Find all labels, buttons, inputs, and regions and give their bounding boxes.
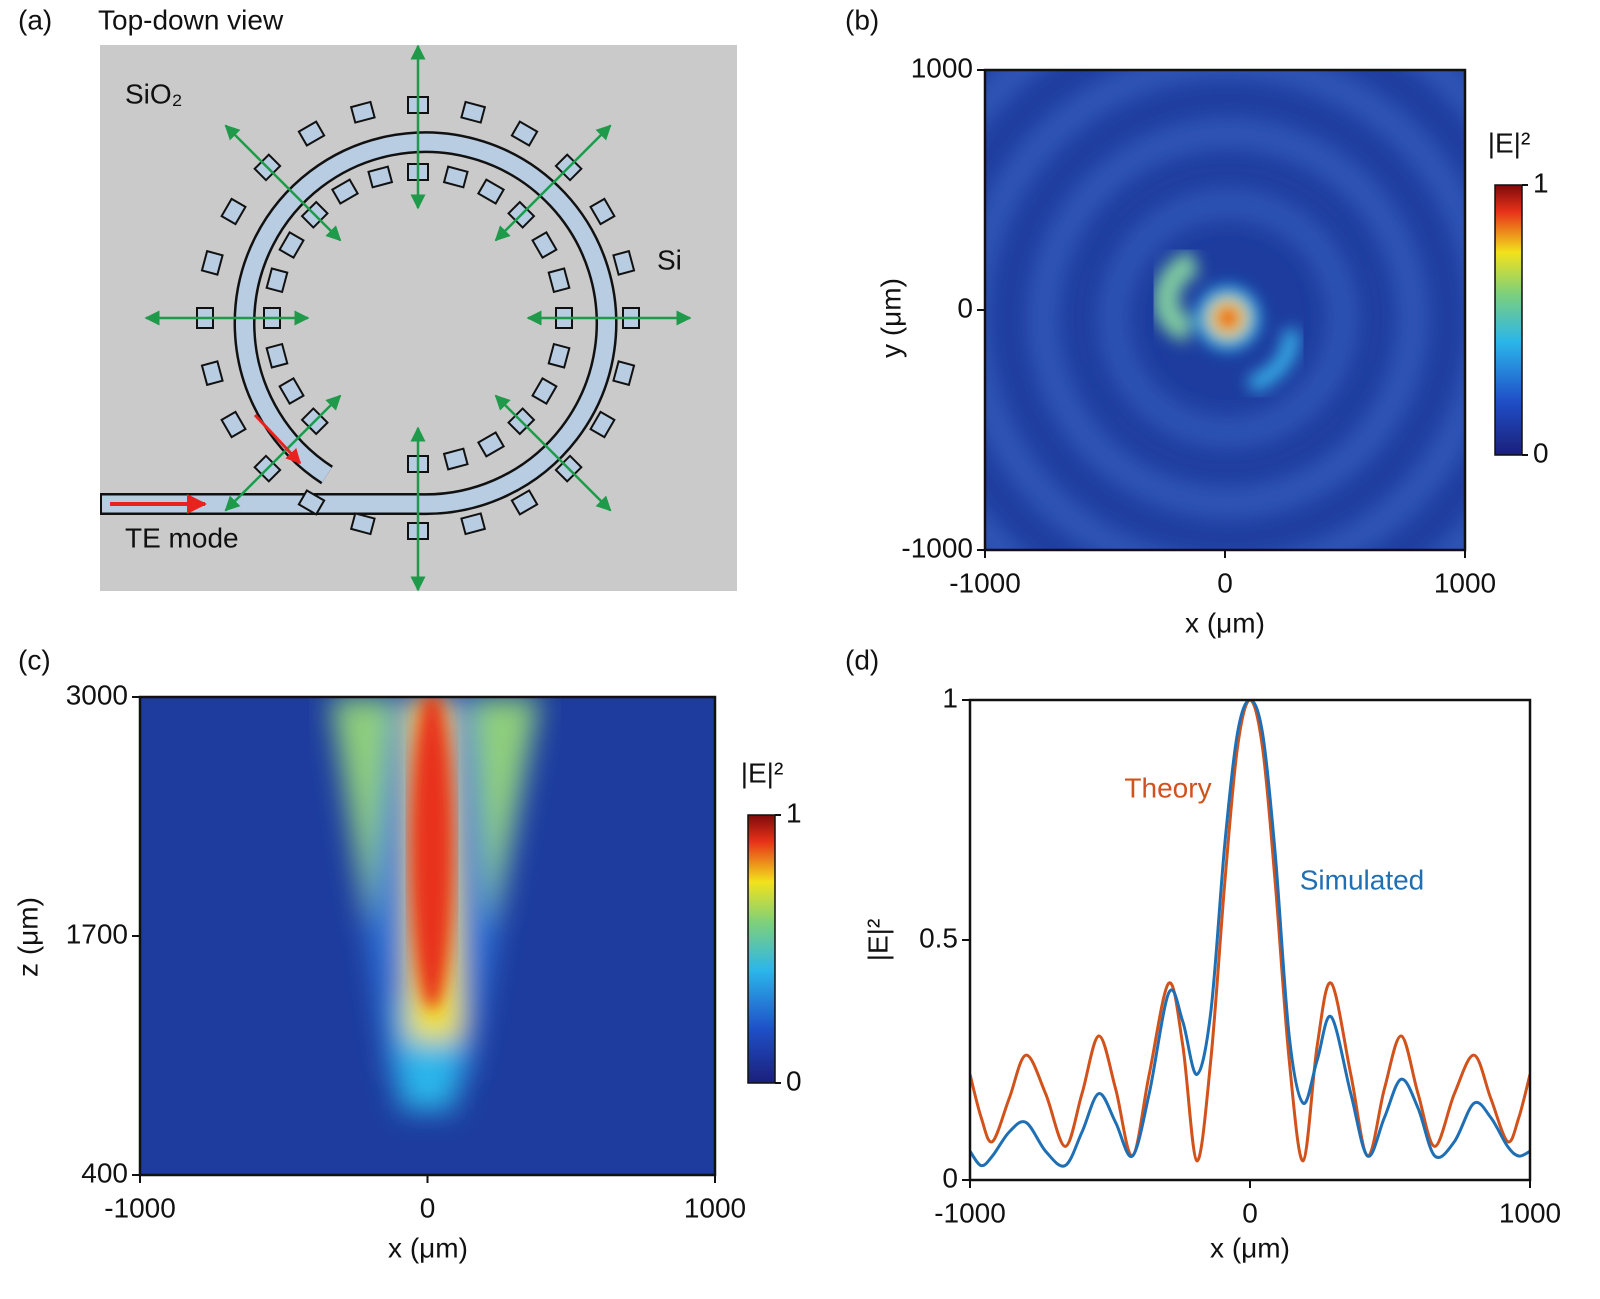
colorbar-label: |E|²: [1488, 127, 1531, 158]
si-pillar: [200, 360, 224, 387]
si-pillar: [547, 342, 571, 369]
emission-arrows: [144, 44, 692, 592]
y-tick-label: 0: [942, 1162, 958, 1193]
heatmap-image: [985, 70, 1465, 550]
y-tick-label: 1700: [66, 918, 128, 949]
colorbar-tick-label: 1: [786, 797, 802, 828]
si-pillar: [349, 100, 376, 124]
si-pillar: [367, 165, 394, 189]
y-tick-label: 400: [81, 1157, 128, 1188]
x-tick-label: 1000: [1499, 1197, 1561, 1228]
x-tick-label: 0: [1242, 1197, 1258, 1228]
cladding-label: SiO₂: [125, 78, 183, 109]
plot-frame: [968, 698, 1532, 1182]
colorbar-label: |E|²: [741, 757, 784, 788]
emission-arrow: [224, 124, 342, 242]
x-tick-label: -1000: [949, 567, 1021, 598]
colorbar: [747, 814, 776, 1084]
panel-label: (d): [845, 644, 879, 675]
x-tick-label: 1000: [684, 1192, 746, 1223]
y-axis-label: z (μm): [12, 897, 43, 977]
si-pillar: [442, 165, 469, 189]
si-pillar: [612, 360, 636, 387]
pillar-label: Si: [657, 244, 682, 275]
si-pillar: [547, 267, 571, 294]
emission-arrow: [494, 124, 612, 242]
colorbar-tick-label: 1: [1533, 167, 1549, 198]
si-pillar: [460, 512, 487, 536]
colorbar-tick-label: 0: [1533, 437, 1549, 468]
y-tick-label: 1000: [911, 52, 973, 83]
y-axis-label: |E|²: [862, 919, 893, 962]
x-tick-label: 0: [420, 1192, 436, 1223]
y-tick-label: -1000: [901, 532, 973, 563]
panel-a: (a) Top-down view SiO₂ Si TE mode: [18, 4, 737, 592]
panel-title: Top-down view: [98, 4, 284, 35]
panel-label: (c): [18, 644, 51, 675]
si-pillar: [349, 512, 376, 536]
y-tick-label: 0.5: [919, 922, 958, 953]
emission-arrow: [224, 394, 342, 512]
si-pillar: [200, 249, 224, 276]
legend-label: Theory: [1124, 772, 1211, 803]
si-pillar: [265, 267, 289, 294]
y-axis-label: y (μm): [875, 278, 906, 358]
y-tick-label: 0: [957, 292, 973, 323]
y-tick-label: 1: [942, 682, 958, 713]
x-tick-label: 1000: [1434, 567, 1496, 598]
si-pillar: [612, 249, 636, 276]
x-tick-label: -1000: [104, 1192, 176, 1223]
colorbar: [1494, 184, 1523, 456]
panel-label: (a): [18, 4, 52, 35]
x-tick-label: -1000: [934, 1197, 1006, 1228]
si-pillar: [265, 342, 289, 369]
propagation-arrow: [253, 413, 302, 465]
emission-arrow: [494, 394, 612, 512]
colorbar-tick-label: 0: [786, 1065, 802, 1096]
input-label: TE mode: [125, 522, 239, 553]
si-pillar: [442, 447, 469, 471]
x-axis-label: x (μm): [1185, 607, 1265, 638]
x-axis-label: x (μm): [388, 1232, 468, 1263]
series-line: [970, 700, 1530, 1168]
si-pillar: [460, 100, 487, 124]
x-tick-label: 0: [1217, 567, 1233, 598]
series-line: [970, 700, 1530, 1163]
y-tick-label: 3000: [66, 679, 128, 710]
legend-label: Simulated: [1300, 864, 1425, 895]
panel-label: (b): [845, 4, 879, 35]
x-axis-label: x (μm): [1210, 1232, 1290, 1263]
heatmap-image: [140, 697, 715, 1175]
